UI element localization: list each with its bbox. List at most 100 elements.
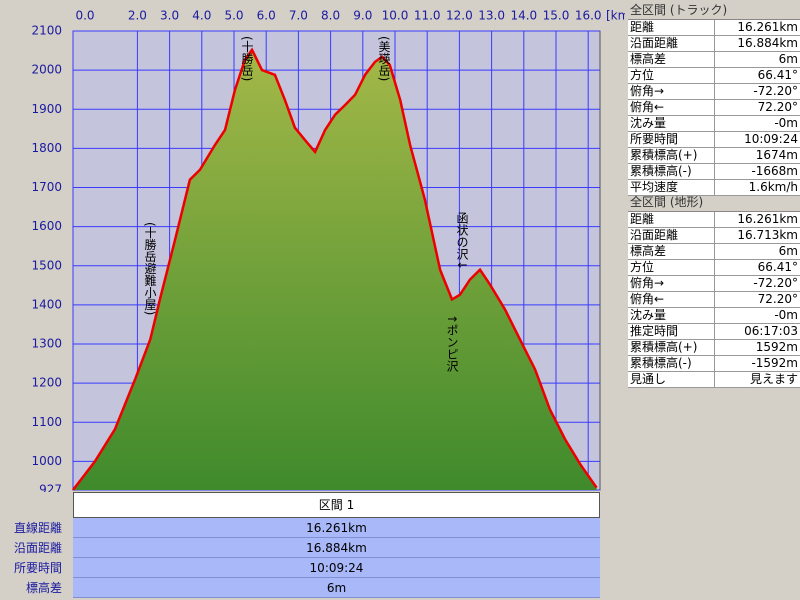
y-tick-label: 1900: [31, 102, 62, 116]
panel-row: 推定時間 06:17:03: [628, 324, 800, 340]
panel-row: 見通し 見えます: [628, 372, 800, 388]
y-tick-label: 1400: [31, 297, 62, 311]
panel-row: 距離 16.261km: [628, 20, 800, 36]
row-label: 標高差: [630, 52, 667, 66]
x-tick-label: 0.0: [75, 9, 94, 23]
panel-row: 標高差 6m: [628, 52, 800, 68]
y-tick-label: 1500: [31, 258, 62, 272]
y-tick-label: 1200: [31, 376, 62, 390]
y-tick-label: 1100: [31, 415, 62, 429]
x-tick-label: 7.0: [289, 9, 308, 23]
row-value: 16.261km: [713, 212, 800, 227]
row-label: 推定時間: [630, 324, 679, 338]
row-value: -1592m: [713, 356, 800, 371]
panel-row: 俯角← 72.20°: [628, 292, 800, 308]
row-label: 所要時間: [13, 561, 62, 575]
row-value: 66.41°: [713, 260, 800, 275]
row-label: 沿面距離: [630, 36, 679, 50]
row-value: 16.713km: [713, 228, 800, 243]
row-label: 標高差: [630, 244, 667, 258]
x-tick-label: 10.0: [382, 9, 409, 23]
panel-row: 平均速度 1.6km/h: [628, 180, 800, 196]
row-label: 累積標高(+): [630, 340, 698, 354]
panel-row: 俯角← 72.20°: [628, 100, 800, 116]
row-label: 俯角→: [630, 84, 665, 98]
row-label: 累積標高(+): [630, 148, 698, 162]
profile-line: [72, 47, 598, 491]
annotation: ↑ポンピ沢: [445, 314, 459, 373]
row-label: 沈み量: [630, 308, 667, 322]
row-label: 沿面距離: [630, 228, 679, 242]
y-tick-label: 2000: [31, 63, 62, 77]
row-value: 10:09:24: [73, 558, 600, 578]
row-label: 標高差: [25, 581, 62, 595]
panel-title: 全区間 (トラック): [628, 2, 800, 20]
panel-row: 累積標高(-) -1592m: [628, 356, 800, 372]
row-label: 俯角←: [630, 292, 665, 306]
row-value: 1674m: [713, 148, 800, 163]
row-label: 累積標高(-): [630, 356, 692, 370]
section-row: 所要時間 10:09:24: [0, 558, 600, 578]
y-tick-label: 1300: [31, 337, 62, 351]
row-label: 所要時間: [630, 132, 679, 146]
x-tick-label: 12.0: [446, 9, 473, 23]
x-tick-label: 16.0: [575, 9, 602, 23]
row-value: 16.884km: [713, 36, 800, 51]
row-value: 16.884km: [73, 538, 600, 558]
annotation: (十勝岳避難小屋): [143, 222, 157, 315]
row-value: -1668m: [713, 164, 800, 179]
x-tick-label: 5.0: [224, 9, 243, 23]
y-tick-label: 1600: [31, 219, 62, 233]
x-tick-label: 15.0: [543, 9, 570, 23]
row-value: -72.20°: [713, 276, 800, 291]
row-label: 見通し: [630, 372, 667, 386]
annotation: (十勝岳): [240, 36, 254, 81]
x-axis-label: [km]: [606, 9, 625, 23]
row-label: 累積標高(-): [630, 164, 692, 178]
x-tick-label: 13.0: [478, 9, 505, 23]
panel-row: 俯角→ -72.20°: [628, 276, 800, 292]
panel-row: 方位 66.41°: [628, 260, 800, 276]
terrain-panel: 全区間 (地形) 距離 16.261km 沿面距離 16.713km 標高差 6m 方位 66.…: [628, 194, 800, 388]
row-label: 俯角→: [630, 276, 665, 290]
row-value: 6m: [73, 578, 600, 598]
row-label: 距離: [630, 20, 655, 34]
row-value: 72.20°: [713, 292, 800, 307]
row-label: 距離: [630, 212, 655, 226]
row-label: 沈み量: [630, 116, 667, 130]
row-label: 方位: [630, 68, 655, 82]
section-header: 区間 1: [73, 492, 600, 518]
x-tick-label: 8.0: [321, 9, 340, 23]
row-value: 1.6km/h: [713, 180, 800, 195]
section-table: 区間 1 直線距離 16.261km 沿面距離 16.884km 所要時間 10:09:24…: [0, 492, 600, 598]
panel-row: 累積標高(-) -1668m: [628, 164, 800, 180]
row-value: -0m: [713, 116, 800, 131]
y-tick-label: 1800: [31, 141, 62, 155]
row-label: 直線距離: [13, 521, 62, 535]
x-tick-label: 11.0: [414, 9, 441, 23]
section-row: 標高差 6m: [0, 578, 600, 598]
y-tick-label: 927: [39, 483, 62, 493]
row-label: 沿面距離: [13, 541, 62, 555]
row-value: 1592m: [713, 340, 800, 355]
panel-row: 俯角→ -72.20°: [628, 84, 800, 100]
panel-row: 沈み量 -0m: [628, 308, 800, 324]
annotation: (美瑛岳): [377, 36, 391, 81]
panel-row: 沿面距離 16.713km: [628, 228, 800, 244]
row-value: 16.261km: [713, 20, 800, 35]
section-row: 沿面距離 16.884km: [0, 538, 600, 558]
panel-row: 累積標高(+) 1674m: [628, 148, 800, 164]
area-fill: [73, 49, 597, 491]
row-value: 16.261km: [73, 518, 600, 538]
row-label: 方位: [630, 260, 655, 274]
x-tick-label: 4.0: [192, 9, 211, 23]
x-tick-label: 2.0: [128, 9, 147, 23]
x-tick-label: 9.0: [353, 9, 372, 23]
panel-row: 沿面距離 16.884km: [628, 36, 800, 52]
annotation: 函状の沢↓: [455, 212, 469, 271]
x-tick-label: 14.0: [510, 9, 537, 23]
row-value: 見えます: [713, 372, 800, 387]
section-row: 直線距離 16.261km: [0, 518, 600, 538]
panel-row: 累積標高(+) 1592m: [628, 340, 800, 356]
